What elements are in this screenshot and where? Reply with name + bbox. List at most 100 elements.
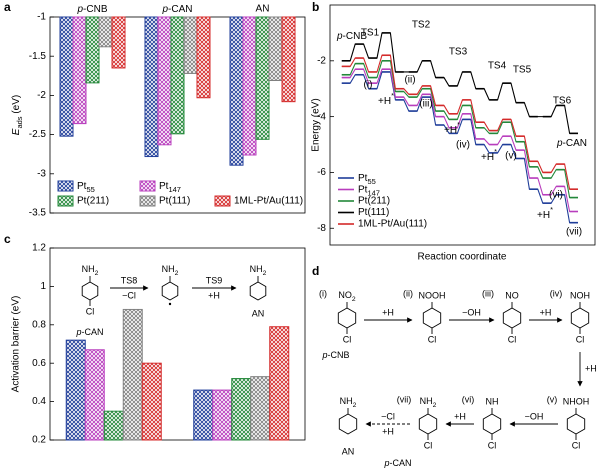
substituent: NH	[486, 396, 499, 406]
annotation: TS5	[513, 65, 532, 76]
y-tick-label: 0.2	[32, 435, 46, 446]
benzene-ring	[570, 307, 590, 329]
bar	[250, 376, 271, 441]
bar	[103, 410, 124, 441]
benzene-ring	[566, 413, 586, 435]
arrow-label: −Cl	[381, 411, 395, 421]
substituent: NOOH	[419, 290, 446, 300]
benzene-ring	[249, 281, 267, 301]
substituent: NH2	[82, 264, 99, 277]
bar	[85, 16, 100, 84]
substituent: NHOH	[563, 396, 590, 406]
benzene-ring	[482, 413, 502, 435]
annotation: (iv)	[456, 140, 470, 151]
y-tick-label: 1	[40, 281, 46, 292]
connector	[341, 54, 578, 190]
bar	[98, 16, 113, 48]
legend-label: 1ML-Pt/Au(111)	[234, 196, 303, 207]
annotation: TS4	[488, 61, 507, 72]
bar	[269, 326, 290, 441]
legend-label: Pt147	[358, 184, 380, 198]
benzene-ring	[81, 281, 99, 301]
y-tick-label: 0.6	[32, 358, 46, 369]
substituent: Cl	[572, 440, 581, 450]
legend-swatch	[57, 195, 74, 207]
arrow-label: +H	[585, 363, 597, 373]
annotation: +H*	[378, 91, 394, 106]
y-axis-label: Activation barrier (eV)	[11, 296, 22, 393]
y-tick-label: -6	[317, 167, 326, 178]
y-tick-label: 0.8	[32, 319, 46, 330]
intermediate-tag: (v)	[547, 394, 558, 404]
y-tick-label: 1.2	[32, 243, 46, 254]
y-axis-label: Eads (eV)	[11, 95, 25, 135]
substituent: Cl	[428, 334, 437, 344]
substituent: NH2	[162, 264, 179, 277]
substituent: Cl	[424, 440, 433, 450]
connector	[341, 68, 578, 213]
arrow-label: −Cl	[122, 290, 136, 300]
category-label: p-CNB	[76, 4, 107, 15]
benzene-ring	[418, 413, 438, 435]
annotation: p-CNB	[336, 31, 367, 42]
legend-label: 1ML-Pt/Au(111)	[358, 219, 427, 230]
bar	[72, 16, 87, 125]
substituent: NH2	[340, 396, 357, 409]
y-tick-label: -2	[317, 55, 326, 66]
substituent: NH2	[250, 264, 267, 277]
bar	[255, 16, 270, 140]
legend-label: Pt(211)	[358, 196, 390, 207]
substituent: Cl	[343, 334, 352, 344]
radical-dot	[168, 302, 172, 306]
arrow-label: +H	[454, 411, 466, 421]
molecule-name: p-CAN	[383, 458, 411, 468]
substituent: Cl	[86, 306, 95, 316]
annotation: (i)	[364, 80, 373, 91]
substituent: Cl	[508, 334, 517, 344]
bar	[170, 16, 185, 135]
intermediate-tag: (iv)	[550, 288, 563, 298]
substituent: NOH	[570, 290, 590, 300]
bar	[183, 16, 198, 74]
annotation: TS2	[412, 20, 431, 31]
panel-label: b	[312, 0, 319, 14]
annotation: (iii)	[419, 99, 432, 110]
legend-swatch	[57, 180, 74, 192]
molecule-name: AN	[342, 446, 355, 456]
benzene-ring	[337, 307, 357, 329]
bar	[59, 16, 74, 137]
bar	[229, 16, 244, 166]
molecule-name: p-CAN	[75, 327, 103, 337]
panel-label: d	[312, 264, 319, 278]
arrow-label: +H	[208, 290, 220, 300]
y-tick-label: -1.5	[29, 51, 47, 62]
annotation: (v)	[505, 151, 517, 162]
benzene-ring	[502, 307, 522, 329]
bar	[144, 16, 159, 158]
legend-label: Pt55	[358, 173, 376, 187]
annotation: +H*	[444, 120, 460, 135]
arrow-label: +H	[382, 426, 394, 436]
legend-label: Pt(211)	[77, 196, 109, 207]
bar	[268, 16, 283, 82]
annotation: +H*	[537, 205, 553, 220]
category-label: p-CAN	[161, 4, 192, 15]
bar	[231, 378, 252, 441]
benzene-ring	[338, 413, 358, 435]
bar	[242, 16, 257, 156]
substituent: Cl	[488, 440, 497, 450]
bar	[157, 16, 172, 146]
substituent: NH2	[420, 396, 437, 409]
intermediate-tag: (vi)	[462, 394, 475, 404]
intermediate-tag: (iii)	[482, 288, 494, 298]
bar	[122, 308, 143, 441]
legend-swatch	[214, 195, 231, 207]
y-tick-label: -2	[37, 90, 46, 101]
intermediate-tag: (ii)	[403, 288, 413, 298]
connector	[341, 32, 578, 134]
benzene-ring	[161, 281, 179, 301]
y-tick-label: -3	[37, 168, 46, 179]
y-tick-label: -3.5	[29, 208, 47, 219]
y-tick-label: -2.5	[29, 129, 47, 140]
